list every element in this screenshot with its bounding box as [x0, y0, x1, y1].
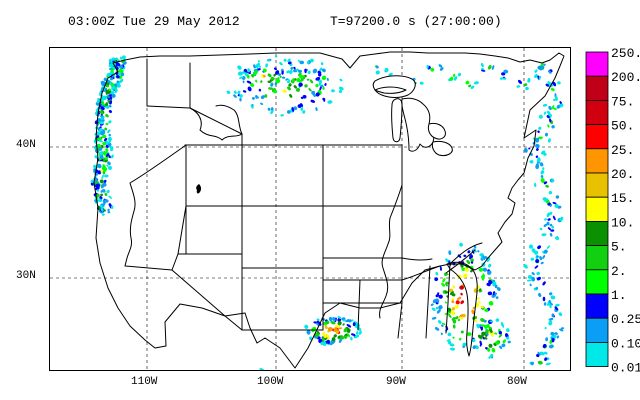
svg-text:0.01: 0.01 [611, 361, 640, 375]
svg-text:20.: 20. [611, 167, 634, 182]
svg-text:75.: 75. [611, 94, 634, 109]
svg-text:200.: 200. [611, 70, 640, 85]
svg-text:25.: 25. [611, 143, 634, 158]
svg-text:50.: 50. [611, 119, 634, 134]
svg-text:250.: 250. [611, 46, 640, 61]
svg-text:0.25: 0.25 [611, 312, 640, 327]
svg-text:5.: 5. [611, 240, 627, 255]
svg-text:0.10: 0.10 [611, 336, 640, 351]
svg-text:1.: 1. [611, 288, 627, 303]
svg-text:15.: 15. [611, 191, 634, 206]
svg-text:2.: 2. [611, 264, 627, 279]
svg-text:10.: 10. [611, 215, 634, 230]
